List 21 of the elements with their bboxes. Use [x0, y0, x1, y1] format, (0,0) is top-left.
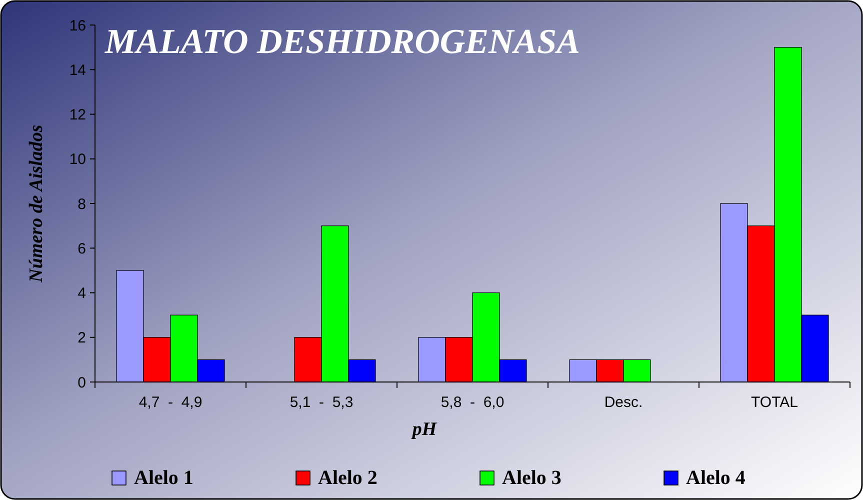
y-tick-label: 6: [78, 240, 86, 258]
y-tick-label: 14: [69, 62, 86, 79]
legend-label: Alelo 4: [686, 467, 746, 489]
x-tick-label: 5,1 - 5,3: [290, 394, 354, 411]
chart-title: MALATO DESHIDROGENASA: [104, 22, 580, 61]
y-tick-label: 16: [69, 17, 86, 34]
legend-label: Alelo 3: [502, 467, 562, 489]
y-tick-label: 2: [78, 330, 86, 347]
legend-label: Alelo 2: [318, 467, 378, 489]
y-tick-label: 8: [78, 196, 86, 213]
x-tick-label: 5,8 - 6,0: [440, 394, 504, 411]
x-axis-title: pH: [410, 419, 438, 440]
y-tick-label: 12: [69, 106, 86, 124]
y-tick-label: 0: [78, 374, 86, 392]
y-tick-label: 10: [69, 151, 86, 168]
y-axis-title: Número de Aislados: [26, 124, 47, 284]
legend-label: Alelo 1: [134, 467, 194, 489]
y-tick-label: 4: [78, 285, 86, 302]
x-tick-label: Desc.: [604, 394, 643, 411]
x-tick-label: 4,7 - 4,9: [138, 394, 202, 411]
x-tick-label: TOTAL: [751, 394, 798, 411]
